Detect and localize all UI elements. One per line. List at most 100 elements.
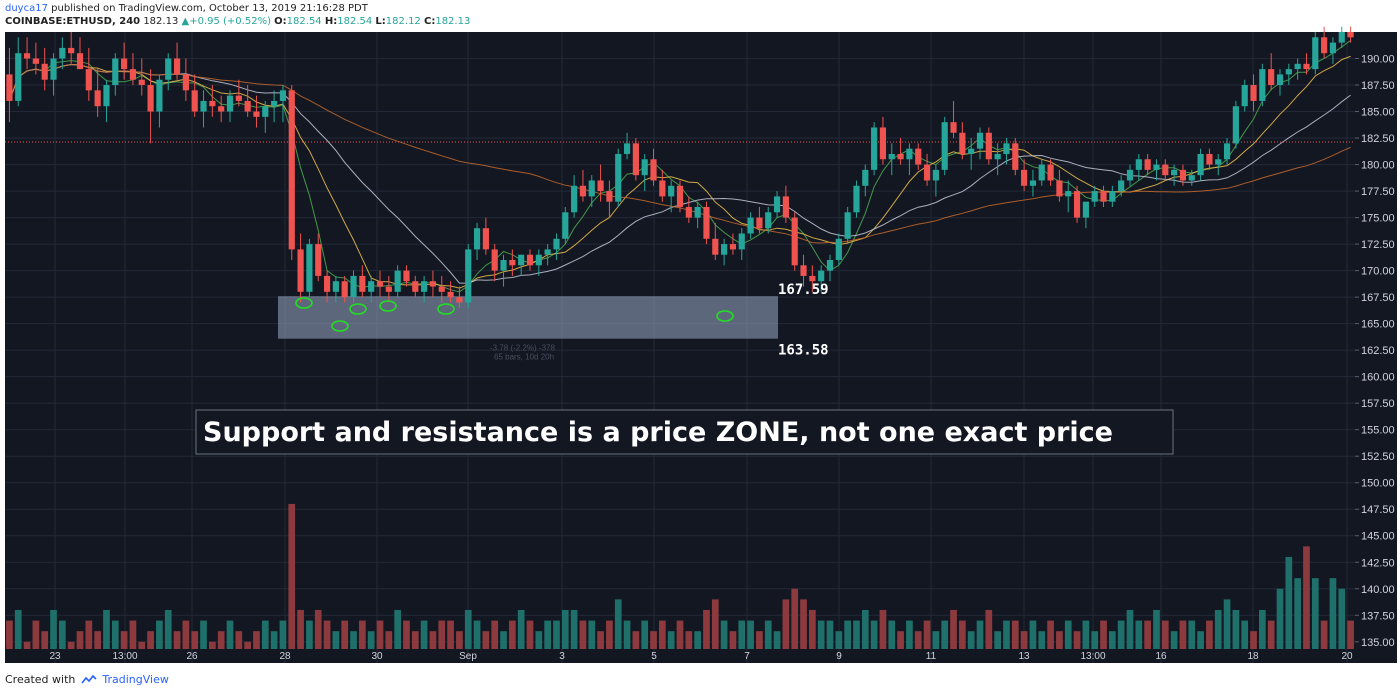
- volume-bar: [138, 641, 146, 649]
- candle-body: [1250, 85, 1257, 101]
- candle-body: [588, 180, 595, 197]
- y-tick-label: 187.50: [1361, 80, 1395, 92]
- candle-body: [685, 206, 692, 218]
- candle-body: [562, 212, 569, 239]
- candle-body: [632, 143, 639, 176]
- x-tick-label: 16: [1155, 651, 1167, 662]
- volume-bar: [1241, 620, 1249, 649]
- volume-bar: [632, 631, 640, 649]
- volume-bar: [85, 620, 93, 649]
- handdrawn-marks: [295, 297, 734, 332]
- candle-body: [1215, 159, 1222, 165]
- candle-body: [482, 228, 489, 250]
- support-zone[interactable]: [278, 296, 778, 339]
- volume-bar: [217, 631, 225, 649]
- volume-bar: [773, 631, 781, 649]
- volume-bar: [1267, 620, 1275, 649]
- volume-bar: [1011, 620, 1019, 649]
- volume-bar: [641, 620, 649, 649]
- chart-plot-area[interactable]: [5, 32, 1355, 663]
- y-tick-label: 175.00: [1361, 213, 1395, 225]
- candle-body: [1047, 164, 1054, 181]
- candle-body: [1276, 74, 1284, 86]
- volume-bar: [1091, 631, 1099, 649]
- candles: [6, 26, 1354, 308]
- volume-bar: [129, 620, 137, 649]
- candle-body: [888, 153, 895, 160]
- volume-bar: [614, 599, 622, 649]
- candle-body: [456, 297, 463, 303]
- candle-body: [235, 95, 242, 101]
- candle-body: [271, 100, 278, 107]
- volume-bar: [67, 641, 75, 649]
- candle-body: [23, 53, 31, 59]
- candle-body: [209, 100, 216, 107]
- candle-body: [968, 148, 975, 154]
- volume-bar: [950, 609, 957, 649]
- y-tick-label: 165.00: [1361, 319, 1395, 331]
- volume-bar: [879, 609, 887, 649]
- candle-body: [491, 249, 498, 271]
- measure-label-line1: -3.78 (-2.2%) -378: [490, 344, 555, 353]
- candle-body: [15, 53, 22, 101]
- candle-body: [932, 169, 939, 181]
- tradingview-logo-icon: [81, 675, 97, 684]
- candle-body: [403, 270, 410, 282]
- volume-bar: [1047, 620, 1054, 649]
- y-tick-label: 137.50: [1361, 610, 1395, 622]
- candle-body: [1118, 180, 1125, 192]
- y-tick-label: 160.00: [1361, 372, 1395, 384]
- volume-bar: [341, 620, 349, 649]
- volume-bar: [261, 620, 269, 649]
- candle-body: [1012, 143, 1019, 170]
- volume-bar: [870, 620, 878, 649]
- candle-body: [915, 148, 922, 165]
- volume-bar: [738, 620, 746, 649]
- price-axis[interactable]: [1355, 32, 1397, 663]
- volume-bar: [491, 620, 499, 649]
- candle-body: [1206, 153, 1213, 165]
- volume-bar: [711, 599, 719, 649]
- candle-body: [1056, 180, 1063, 197]
- volume-bar: [817, 620, 825, 649]
- volume-bar: [429, 631, 437, 649]
- candle-body: [544, 249, 551, 255]
- volume-bar: [967, 631, 975, 649]
- candle-body: [1303, 63, 1310, 70]
- volume-bar: [191, 631, 199, 649]
- volume-bar: [464, 609, 472, 649]
- volume-bar: [544, 620, 551, 649]
- candle-body: [147, 85, 154, 112]
- volume-bar: [844, 620, 851, 649]
- x-tick-label: 5: [651, 651, 657, 662]
- volume-bar: [411, 631, 419, 649]
- volume-bar: [941, 620, 949, 649]
- annotation-box[interactable]: [195, 409, 1174, 455]
- y-tick-label: 135.00: [1361, 637, 1395, 649]
- volume-bar: [509, 620, 516, 649]
- candle-body: [1188, 175, 1195, 181]
- candle-body: [1126, 169, 1134, 181]
- x-tick-label: 20: [1341, 651, 1353, 662]
- candle-body: [6, 74, 13, 101]
- tradingview-link[interactable]: TradingView: [102, 673, 169, 686]
- author-link[interactable]: duyca17: [5, 3, 48, 14]
- candle-body: [218, 106, 225, 112]
- candle-body: [738, 233, 745, 250]
- volume-bar: [323, 620, 331, 649]
- low-label: L:: [375, 16, 386, 27]
- volume-bar: [235, 631, 243, 649]
- volume-bar: [782, 599, 790, 649]
- candle-body: [1347, 32, 1354, 38]
- candle-body: [756, 217, 763, 229]
- candle-body: [1268, 69, 1275, 86]
- y-tick-label: 140.00: [1361, 584, 1395, 596]
- candle-body: [844, 212, 851, 239]
- volume-bar: [1126, 609, 1134, 649]
- candle-body: [871, 127, 878, 170]
- volume-bar: [482, 631, 490, 649]
- volume-bars: [6, 503, 1354, 649]
- candle-body: [1259, 69, 1266, 101]
- x-tick-label: 18: [1247, 651, 1259, 662]
